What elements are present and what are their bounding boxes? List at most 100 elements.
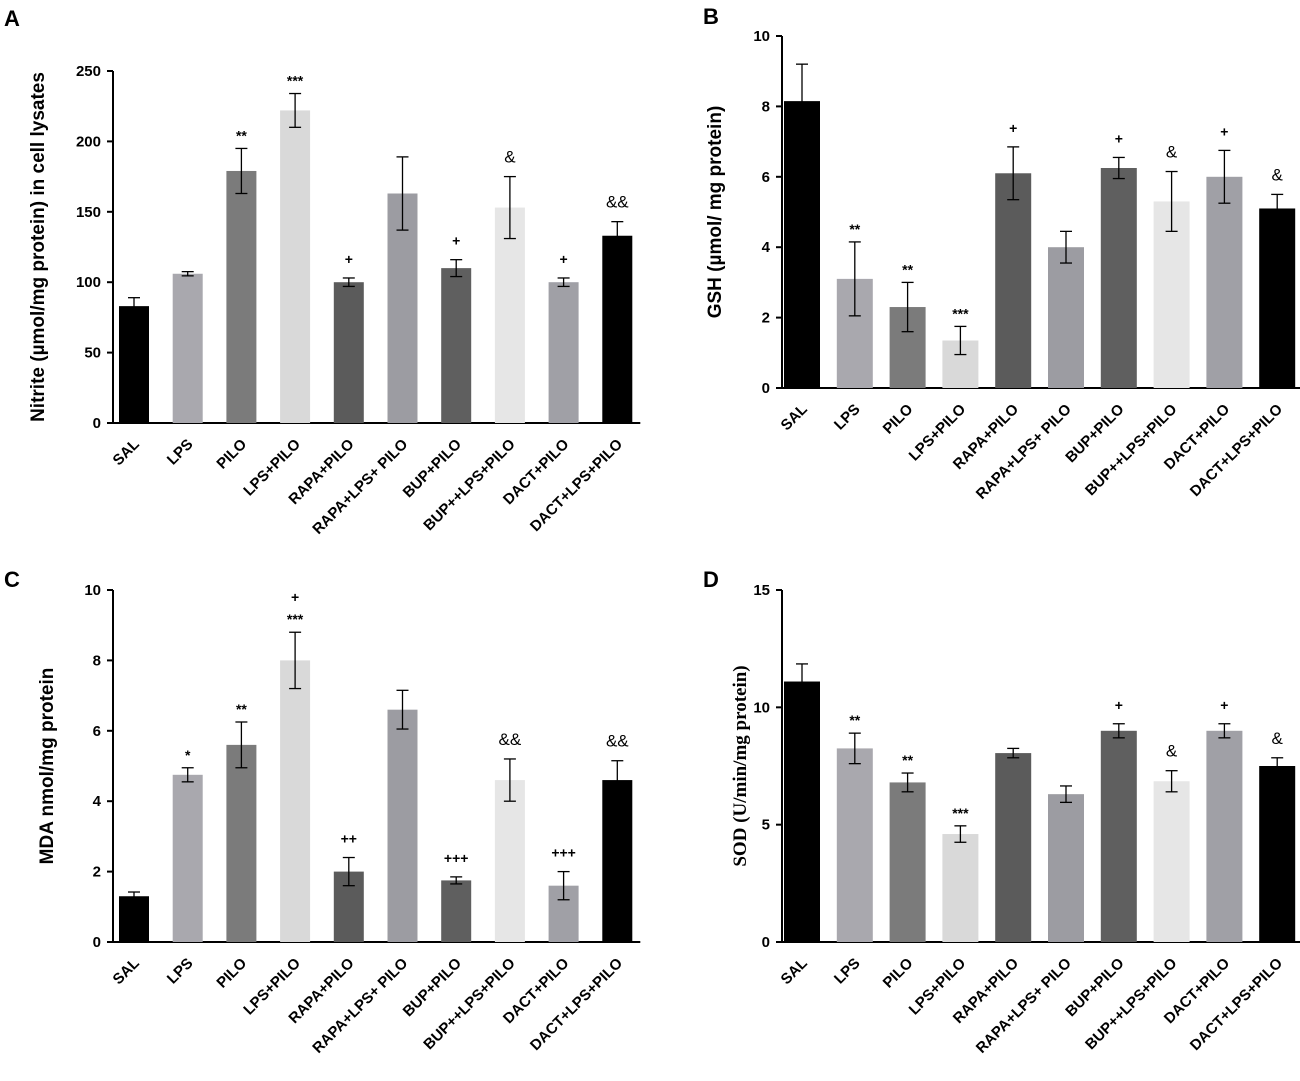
x-tick-label: SAL: [778, 955, 811, 988]
x-tick-label: PILO: [213, 436, 250, 473]
chart-panel-c: C 0 2 4 6 8 10 MDA nmol/mg protein SAL * LPS ** PILO…: [4, 567, 641, 1057]
y-axis-label: GSH (µmol/ mg protein): [705, 106, 726, 319]
significance-label: ***: [287, 611, 304, 627]
significance-label: +: [1220, 123, 1228, 139]
significance-label: &&: [606, 193, 629, 212]
significance-label: &: [1272, 729, 1284, 748]
significance-label: ***: [287, 73, 304, 89]
bar: [441, 268, 472, 423]
x-tick-label: DACT+LPS+PILO: [1187, 955, 1286, 1054]
chart-panel-a: A 0 50 100 150 200 250 Nitrite (µmol/mg protein…: [4, 6, 641, 538]
bar: [172, 774, 203, 942]
y-tick-label: 0: [93, 415, 101, 432]
bar: [995, 173, 1032, 388]
bar: [119, 896, 149, 942]
bar: [1100, 168, 1137, 388]
x-tick-label: LPS: [164, 436, 197, 469]
significance-label: +: [1220, 697, 1228, 713]
panel-letter: D: [703, 567, 719, 592]
x-tick-label: LPS: [831, 401, 864, 434]
significance-label: ***: [952, 305, 969, 321]
significance-label: +: [452, 233, 460, 249]
significance-label: &&: [499, 730, 522, 749]
significance-label: +: [1115, 697, 1123, 713]
bar: [172, 273, 203, 423]
y-tick-label: 0: [762, 934, 770, 951]
x-tick-label: LPS: [164, 955, 197, 988]
x-tick-label: SAL: [110, 955, 143, 988]
significance-label: **: [902, 752, 913, 768]
y-tick-label: 6: [762, 169, 770, 186]
bar: [1259, 766, 1296, 942]
y-tick-label: 8: [93, 652, 101, 669]
significance-label: ++: [341, 831, 357, 847]
bar: [1153, 201, 1190, 388]
bar: [942, 834, 979, 942]
bar: [784, 101, 820, 389]
significance-label: **: [849, 221, 860, 237]
bar: [119, 306, 149, 423]
y-tick-label: 4: [762, 239, 771, 256]
bar: [1048, 247, 1084, 388]
significance-label: &: [1272, 165, 1284, 184]
y-tick-label: 200: [76, 133, 101, 150]
bar: [836, 748, 873, 942]
y-axis-label: MDA nmol/mg protein: [37, 668, 58, 865]
bar: [280, 110, 311, 423]
bar: [889, 782, 926, 942]
panel-letter: C: [4, 567, 20, 592]
bar: [387, 709, 418, 942]
significance-label-top: +: [291, 589, 299, 605]
x-tick-label: SAL: [110, 436, 143, 469]
bar: [441, 880, 472, 942]
significance-label: +++: [444, 850, 469, 866]
bar: [226, 744, 257, 942]
y-tick-label: 10: [753, 28, 770, 45]
x-tick-label: DACT+LPS+PILO: [527, 436, 626, 535]
x-tick-label: BUP++LPS+PILO: [1082, 401, 1181, 500]
y-tick-label: 10: [753, 699, 770, 716]
significance-label: +: [1009, 120, 1017, 136]
y-tick-label: 8: [762, 98, 770, 115]
y-tick-label: 5: [762, 817, 770, 834]
x-tick-label: PILO: [880, 401, 917, 438]
bar: [548, 282, 579, 423]
significance-label: &: [504, 148, 516, 167]
bar: [1206, 730, 1243, 942]
significance-label: ***: [952, 805, 969, 821]
bar: [387, 193, 418, 423]
x-tick-label: SAL: [778, 401, 811, 434]
bar: [1259, 208, 1296, 388]
x-tick-label: PILO: [213, 955, 250, 992]
significance-label: &&: [606, 732, 629, 751]
bar: [280, 660, 311, 942]
x-tick-label: RAPA+LPS+ PILO: [309, 955, 411, 1057]
bar: [602, 780, 633, 942]
bar: [602, 235, 633, 423]
y-tick-label: 6: [93, 723, 101, 740]
y-tick-label: 0: [762, 380, 770, 397]
bar: [1206, 176, 1243, 388]
bar: [226, 170, 257, 423]
y-tick-label: 2: [93, 864, 101, 881]
x-tick-label: RAPA+LPS+ PILO: [973, 955, 1075, 1057]
y-tick-label: 150: [76, 204, 101, 221]
panel-letter: A: [4, 6, 20, 31]
chart-panel-b: B 0 2 4 6 8 10 GSH (µmol/ mg protein) SAL ** LPS **…: [703, 4, 1300, 503]
y-tick-label: 2: [762, 310, 770, 327]
significance-label: +++: [551, 845, 576, 861]
significance-label: **: [849, 712, 860, 728]
y-axis-label: SOD (U/min/mg protein): [730, 665, 751, 866]
y-tick-label: 0: [93, 934, 101, 951]
x-tick-label: BUP++LPS+PILO: [420, 955, 519, 1054]
bar: [1048, 794, 1084, 942]
y-tick-label: 15: [753, 582, 770, 599]
bar: [995, 753, 1032, 942]
y-tick-label: 10: [84, 582, 101, 599]
x-tick-label: BUP++LPS+PILO: [420, 436, 519, 535]
significance-label: **: [902, 261, 913, 277]
x-tick-label: DACT+LPS+PILO: [527, 955, 626, 1054]
significance-label: **: [236, 701, 247, 717]
y-axis-label: Nitrite (µmol/mg protein) in cell lysate…: [28, 72, 49, 422]
x-tick-label: LPS: [831, 955, 864, 988]
